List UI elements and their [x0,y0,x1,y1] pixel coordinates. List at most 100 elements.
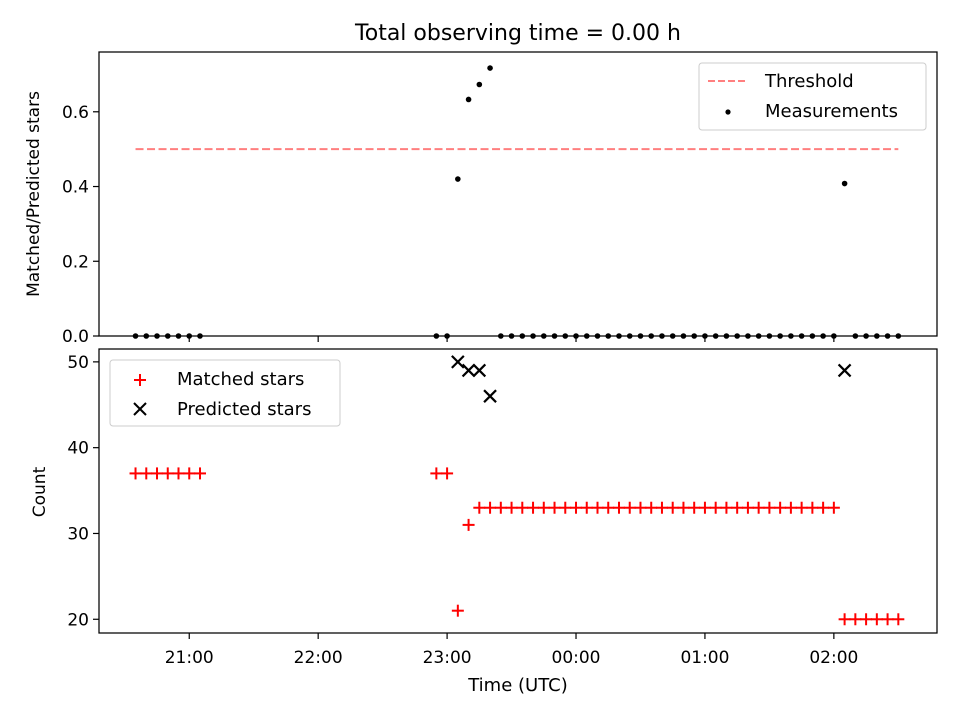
matched-stars-point [559,501,572,514]
matched-stars-point [634,501,647,514]
matched-stars-point [570,501,583,514]
bottom-legend: Matched stars Predicted stars [109,359,341,427]
x-tick-label: 00:00 [552,648,601,668]
matched-stars-point [161,467,174,480]
bottom-y-tick-label: 30 [67,524,89,544]
top-y-tick-label: 0.6 [62,103,89,123]
matched-stars-point [666,501,679,514]
legend-measurements-label: Measurements [765,101,898,122]
matched-stars-point [623,501,636,514]
x-tick-label: 02:00 [809,648,858,668]
matched-stars-point [720,501,733,514]
measurement-point [465,96,472,103]
matched-stars-point [698,501,711,514]
matched-stars-point [795,501,808,514]
matched-stars-point [516,501,529,514]
matched-stars-point [484,501,497,514]
predicted-stars-point [451,355,465,369]
legend-predicted-marker [133,402,147,416]
matched-stars-point [591,501,604,514]
matched-stars-point [881,613,894,626]
matched-stars-point [462,518,475,531]
bottom-x-axis: 21:00 22:00 23:00 00:00 01:00 02:00 [165,633,858,668]
legend-frame [109,359,341,427]
bottom-y-tick-label: 20 [67,610,89,630]
legend-measurements-marker [725,109,731,115]
bottom-y-tick-label: 40 [67,439,89,459]
legend-predicted-label: Predicted stars [177,399,311,420]
x-axis-label: Time (UTC) [467,675,568,696]
matched-stars-point [677,501,690,514]
x-tick-label: 23:00 [423,648,472,668]
predicted-stars-point [461,363,476,378]
top-y-tick-label: 0.4 [62,178,89,198]
matched-stars-point [129,467,142,480]
chart-title: Total observing time = 0.00 h [354,21,681,46]
matched-stars-point [505,501,518,514]
top-plot-frame [98,51,938,337]
matched-stars-point [731,501,744,514]
matched-stars-point [763,501,776,514]
matched-stars-point [172,467,185,480]
matched-stars-point [870,613,883,626]
measurement-point [476,81,483,88]
matched-stars-point [473,501,486,514]
measurement-point [455,176,461,182]
matched-stars-point [183,467,196,480]
top-x-ticks [188,336,835,342]
matched-stars-point [430,467,443,480]
bottom-y-axis-label: Count [30,466,50,517]
matched-stars-point [451,604,464,617]
top-y-axis: 0.0 0.2 0.4 0.6 [62,103,99,347]
matched-stars-point [655,501,668,514]
bottom-y-axis: 20 30 40 50 [67,353,99,630]
top-legend: Threshold Measurements [698,62,927,131]
matched-stars-point [860,613,873,626]
predicted-stars-point [837,363,852,378]
bottom-plot-frame [98,348,938,634]
matched-stars-point [602,501,615,514]
matched-stars-point [548,501,561,514]
x-tick-label: 21:00 [165,648,214,668]
matched-stars-point [688,501,701,514]
matched-stars-point [494,501,507,514]
top-y-tick-label: 0.0 [62,327,89,347]
matched-stars-point [441,467,454,480]
predicted-stars-point [483,389,497,403]
x-tick-label: 01:00 [680,648,729,668]
matched-stars-point [612,501,625,514]
top-y-axis-label: Matched/Predicted stars [24,91,44,297]
matched-stars-point [827,501,840,514]
top-y-tick-label: 0.2 [62,252,89,272]
matched-stars-point [537,501,550,514]
matched-stars-point [580,501,593,514]
matched-stars-point [838,613,851,626]
legend-threshold-label: Threshold [764,71,854,92]
matched-stars-point [892,613,905,626]
legend-frame [698,62,927,131]
matched-stars-point [140,467,153,480]
bottom-y-tick-label: 50 [67,353,89,373]
legend-matched-label: Matched stars [177,369,304,390]
measurement-point [487,65,493,71]
x-tick-label: 22:00 [294,648,343,668]
matched-stars-point [527,501,540,514]
matched-stars-point [774,501,787,514]
matched-stars-point [806,501,819,514]
predicted-stars-point [472,363,487,378]
legend-matched-marker [134,374,146,386]
bottom-marks [129,355,905,626]
matched-stars-point [193,467,206,480]
matched-stars-point [151,467,164,480]
matched-stars-point [752,501,765,514]
matched-stars-point [784,501,797,514]
top-panel: 0.0 0.2 0.4 0.6 Matched/Predicted stars Thr… [24,51,938,347]
matched-stars-point [741,501,754,514]
matched-stars-point [817,501,830,514]
matched-stars-point [645,501,658,514]
matched-stars-point [709,501,722,514]
measurement-point [841,180,848,187]
matched-stars-point [849,613,862,626]
